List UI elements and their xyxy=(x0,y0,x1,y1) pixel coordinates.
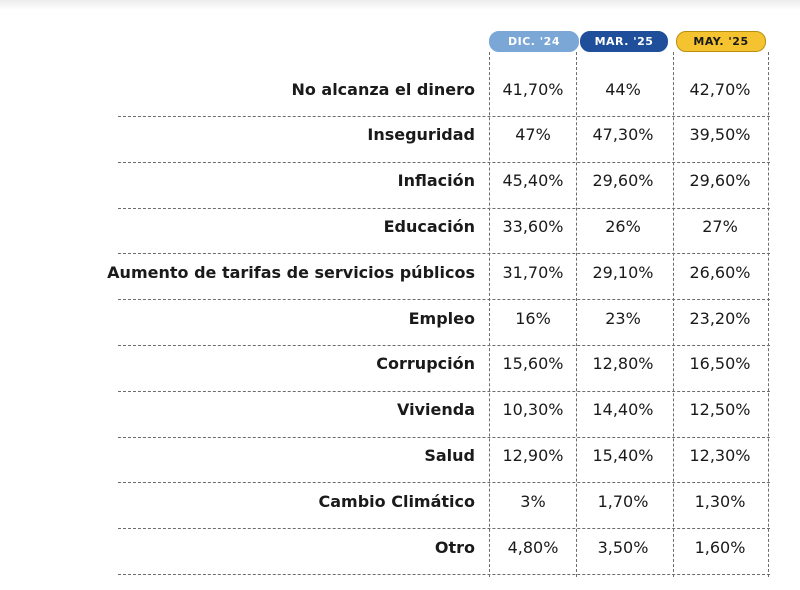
table-cell: 16% xyxy=(515,308,551,328)
table-cell: 12,30% xyxy=(689,445,751,465)
row-label: Corrupción xyxy=(376,354,475,374)
row-label: Empleo xyxy=(408,308,475,328)
table-cell: 26% xyxy=(605,216,641,236)
table-cell: 31,70% xyxy=(502,262,564,282)
table-cell: 29,60% xyxy=(592,171,654,191)
table-cell: 39,50% xyxy=(689,125,751,145)
row-label: Inflación xyxy=(397,171,475,191)
table-cell: 41,70% xyxy=(502,79,564,99)
column-divider xyxy=(673,52,674,577)
table-cell: 44% xyxy=(605,79,641,99)
table-cell: 12,50% xyxy=(689,400,751,420)
row-divider xyxy=(118,207,770,209)
row-label: Aumento de tarifas de servicios públicos xyxy=(107,262,475,282)
table-cell: 16,50% xyxy=(689,354,751,374)
table-cell: 29,10% xyxy=(592,262,654,282)
table-cell: 26,60% xyxy=(689,262,751,282)
column-divider xyxy=(576,52,577,577)
table-cell: 27% xyxy=(702,216,738,236)
row-divider xyxy=(118,574,770,575)
column-divider xyxy=(768,52,769,577)
table-cell: 12,90% xyxy=(502,445,564,465)
row-label: Vivienda xyxy=(397,400,475,420)
column-divider xyxy=(489,52,490,577)
row-divider xyxy=(118,345,770,346)
row-label: Cambio Climático xyxy=(318,491,476,511)
row-divider xyxy=(118,528,770,530)
row-divider xyxy=(118,299,770,301)
table-cell: 14,40% xyxy=(592,400,654,420)
row-divider xyxy=(118,253,770,255)
table-cell: 1,60% xyxy=(694,537,746,557)
table-cell: 3,50% xyxy=(597,537,649,557)
table-cell: 1,70% xyxy=(597,491,649,511)
table-cell: 29,60% xyxy=(689,171,751,191)
table-cell: 45,40% xyxy=(502,171,564,191)
top-border xyxy=(0,0,800,10)
table-cell: 23,20% xyxy=(689,308,751,328)
row-divider xyxy=(118,482,770,484)
table-cell: 15,60% xyxy=(502,354,564,374)
table-cell: 15,40% xyxy=(592,445,654,465)
table-cell: 23% xyxy=(605,308,641,328)
table-cell: 3% xyxy=(520,491,546,511)
table-cell: 12,80% xyxy=(592,354,654,374)
row-label: No alcanza el dinero xyxy=(291,79,475,99)
row-divider xyxy=(118,116,770,117)
table-cell: 47,30% xyxy=(592,125,654,145)
row-divider xyxy=(118,390,770,392)
column-header-2: MAY. '25 xyxy=(676,31,766,52)
table-cell: 4,80% xyxy=(507,537,559,557)
column-header-1: MAR. '25 xyxy=(580,31,668,52)
column-header-0: DIC. '24 xyxy=(489,31,579,52)
row-label: Inseguridad xyxy=(367,125,475,145)
row-divider xyxy=(118,436,770,438)
table-cell: 10,30% xyxy=(502,400,564,420)
row-label: Salud xyxy=(424,445,475,465)
table-cell: 47% xyxy=(515,125,551,145)
table-cell: 33,60% xyxy=(502,216,564,236)
row-label: Educación xyxy=(383,216,475,236)
table-cell: 42,70% xyxy=(689,79,751,99)
row-divider xyxy=(118,161,770,163)
row-label: Otro xyxy=(434,537,475,557)
table-cell: 1,30% xyxy=(694,491,746,511)
